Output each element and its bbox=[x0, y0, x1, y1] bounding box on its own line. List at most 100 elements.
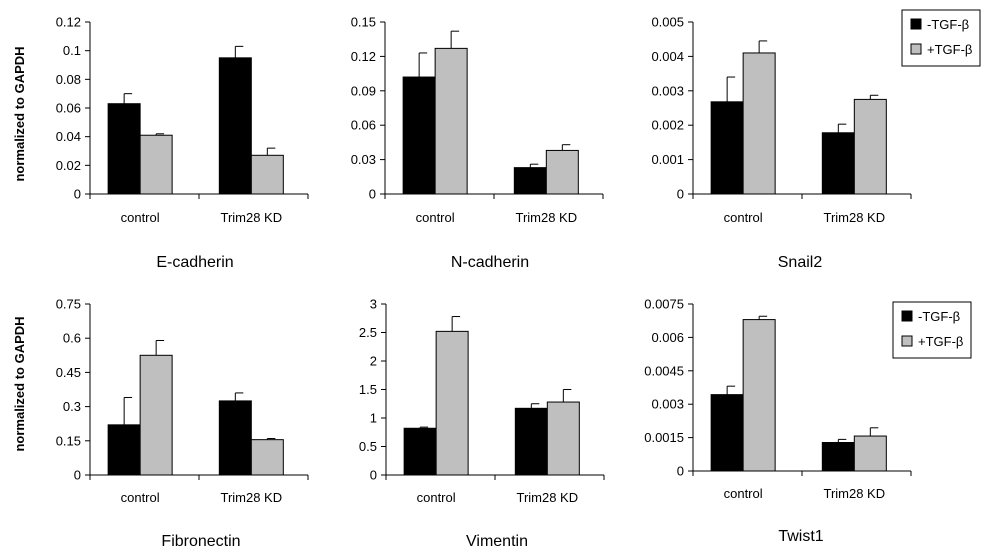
panel-twist1: 0 0.0015 0.003 0.0045 0.006 0.0075 control Trim… bbox=[644, 297, 912, 545]
bar-trim28-kd-minus-tgf bbox=[821, 132, 855, 195]
y-tick-label: 3 bbox=[370, 297, 377, 312]
bar-control-plus-tgf bbox=[434, 47, 468, 195]
bar-control-plus-tgf bbox=[742, 52, 776, 195]
y-tick-label: 0.0075 bbox=[644, 297, 684, 312]
bar-control-plus-tgf bbox=[742, 319, 776, 472]
legend-swatch bbox=[910, 43, 922, 55]
panel-e-cadherin: 0 0.02 0.04 0.06 0.08 0.1 0.12 control Trim28 KD… bbox=[56, 15, 309, 271]
y-tick-label: 0.03 bbox=[351, 152, 376, 167]
bar-trim28-kd-plus-tgf bbox=[250, 154, 284, 195]
bar-trim28-kd-plus-tgf bbox=[853, 98, 887, 195]
bar-control-minus-tgf bbox=[710, 101, 744, 195]
y-tick-label: 2 bbox=[370, 354, 377, 369]
bar-trim28-kd-minus-tgf bbox=[218, 57, 252, 195]
chart-title: Vimentin bbox=[466, 533, 528, 550]
bar-control-plus-tgf bbox=[139, 354, 173, 476]
y-tick-label: 0.003 bbox=[651, 83, 684, 98]
y-tick-label: 0.08 bbox=[56, 72, 81, 87]
category-label: Trim28 KD bbox=[515, 210, 577, 225]
bar-control-minus-tgf bbox=[107, 424, 141, 476]
y-tick-label: 0.0015 bbox=[644, 430, 684, 445]
y-tick-label: 0.003 bbox=[651, 397, 684, 412]
category-label: Trim28 KD bbox=[220, 490, 282, 505]
bar-control-plus-tgf bbox=[139, 134, 173, 195]
bar-control-minus-tgf bbox=[403, 427, 437, 476]
bar-trim28-kd-minus-tgf bbox=[514, 407, 548, 476]
y-tick-label: 0.0045 bbox=[644, 363, 684, 378]
y-tick-label: 0.001 bbox=[651, 152, 684, 167]
category-label: Trim28 KD bbox=[823, 486, 885, 501]
bar-control-minus-tgf bbox=[107, 103, 141, 195]
panel-fibronectin: 0 0.15 0.3 0.45 0.6 0.75 control Trim28 KD Fibro… bbox=[56, 297, 309, 550]
y-tick-label: 0.75 bbox=[56, 297, 81, 312]
y-tick-label: 0.02 bbox=[56, 158, 81, 173]
panel-snail2: 0 0.001 0.002 0.003 0.004 0.005 control Trim28 … bbox=[651, 15, 912, 271]
y-tick-label: 0 bbox=[74, 187, 81, 202]
legend-label: +TGF-β bbox=[918, 334, 963, 349]
category-label: control bbox=[724, 486, 763, 501]
chart-title: Snail2 bbox=[778, 254, 823, 271]
category-label: control bbox=[121, 210, 160, 225]
y-tick-label: 0.12 bbox=[56, 15, 81, 30]
legend-label: +TGF-β bbox=[927, 42, 972, 57]
panel-vimentin: 0 0.5 1 1.5 2 2.5 3 control Trim28 KD Vimentin bbox=[359, 297, 605, 550]
bar-trim28-kd-minus-tgf bbox=[218, 400, 252, 476]
legend-label: -TGF-β bbox=[918, 309, 960, 324]
y-tick-label: 0.06 bbox=[351, 118, 376, 133]
category-label: Trim28 KD bbox=[823, 210, 885, 225]
legend-swatch bbox=[901, 310, 913, 322]
y-axis-label-top: normalized to GAPDH bbox=[12, 46, 27, 181]
bar-trim28-kd-minus-tgf bbox=[821, 441, 855, 472]
category-label: Trim28 KD bbox=[220, 210, 282, 225]
y-tick-label: 0 bbox=[370, 468, 377, 483]
category-label: Trim28 KD bbox=[516, 490, 578, 505]
y-tick-label: 0.45 bbox=[56, 365, 81, 380]
category-label: control bbox=[724, 210, 763, 225]
y-tick-label: 0.06 bbox=[56, 101, 81, 116]
bar-trim28-kd-minus-tgf bbox=[513, 167, 547, 195]
bar-trim28-kd-plus-tgf bbox=[546, 401, 580, 476]
y-tick-label: 0.04 bbox=[56, 129, 81, 144]
y-tick-label: 0 bbox=[677, 464, 684, 479]
y-tick-label: 0.15 bbox=[56, 433, 81, 448]
chart-title: Twist1 bbox=[778, 528, 823, 545]
bar-control-minus-tgf bbox=[710, 394, 744, 472]
panel-n-cadherin: 0 0.03 0.06 0.09 0.12 0.15 control Trim28 KD N-c… bbox=[351, 15, 604, 271]
y-tick-label: 0.15 bbox=[351, 15, 376, 30]
legend-swatch bbox=[910, 18, 922, 30]
y-tick-label: 0 bbox=[677, 187, 684, 202]
legend-label: -TGF-β bbox=[927, 17, 969, 32]
bar-trim28-kd-plus-tgf bbox=[853, 435, 887, 472]
y-tick-label: 0.12 bbox=[351, 49, 376, 64]
y-tick-label: 0.5 bbox=[359, 439, 377, 454]
panels: 0 0.02 0.04 0.06 0.08 0.1 0.12 control Trim28 KD… bbox=[56, 15, 912, 550]
chart-title: N-cadherin bbox=[451, 254, 529, 271]
y-tick-label: 0.005 bbox=[651, 15, 684, 30]
y-tick-label: 0.002 bbox=[651, 118, 684, 133]
category-label: control bbox=[121, 490, 160, 505]
y-tick-label: 0.09 bbox=[351, 83, 376, 98]
category-label: control bbox=[416, 210, 455, 225]
y-tick-label: 0.6 bbox=[63, 331, 81, 346]
y-tick-label: 0 bbox=[369, 187, 376, 202]
legend-swatch bbox=[901, 335, 913, 347]
bar-trim28-kd-plus-tgf bbox=[250, 439, 284, 476]
y-tick-label: 1.5 bbox=[359, 382, 377, 397]
y-tick-label: 0.004 bbox=[651, 49, 684, 64]
chart-title: E-cadherin bbox=[156, 254, 233, 271]
bar-trim28-kd-plus-tgf bbox=[545, 149, 579, 195]
legend: -TGF-β +TGF-β bbox=[892, 301, 972, 359]
y-tick-label: 2.5 bbox=[359, 325, 377, 340]
y-tick-label: 0.1 bbox=[63, 43, 81, 58]
chart-title: Fibronectin bbox=[161, 533, 240, 550]
legend: -TGF-β +TGF-β bbox=[901, 9, 981, 67]
bar-control-plus-tgf bbox=[435, 330, 469, 476]
y-tick-label: 0 bbox=[74, 468, 81, 483]
legends: -TGF-β +TGF-β -TGF-β +TGF-β bbox=[892, 9, 981, 359]
bar-control-minus-tgf bbox=[402, 76, 436, 195]
y-axis-label-bottom: normalized to GAPDH bbox=[12, 316, 27, 451]
y-tick-label: 0.3 bbox=[63, 399, 81, 414]
category-label: control bbox=[417, 490, 456, 505]
y-tick-label: 0.006 bbox=[651, 330, 684, 345]
